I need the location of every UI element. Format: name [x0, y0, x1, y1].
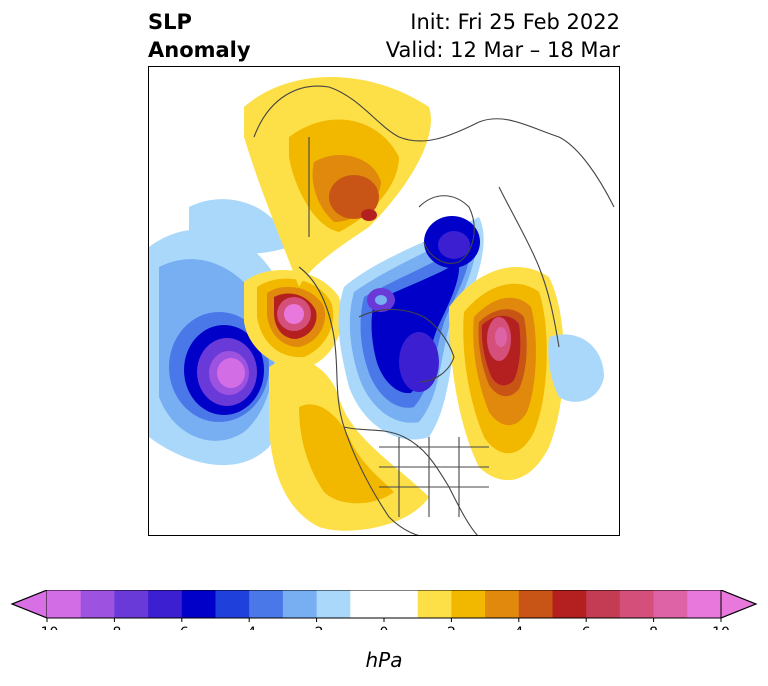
- colorbar-swatches: [10, 590, 758, 619]
- colorbar-tick-label: -6: [175, 625, 189, 630]
- colorbar-tick-label: -8: [107, 625, 121, 630]
- colorbar-swatch: [653, 590, 688, 618]
- atlantic-high-anomaly: [449, 267, 564, 481]
- colorbar-underflow-arrow: [10, 590, 48, 619]
- colorbar-swatch: [148, 590, 183, 618]
- coastlines: [253, 85, 615, 535]
- north-america-high-anomaly: [269, 358, 429, 531]
- colorbar-tick-label: 4: [514, 625, 523, 630]
- colorbar-swatch: [80, 590, 115, 618]
- colorbar-swatch: [687, 590, 722, 618]
- colorbar-swatch: [552, 590, 587, 618]
- colorbar-swatch: [114, 590, 149, 618]
- east-asia-low-anomaly: [548, 334, 604, 402]
- colorbar: -10 -8 -6 -4 -2 0 2 4 6 8 10: [10, 590, 758, 630]
- arctic-high-anomaly: [244, 77, 431, 287]
- colorbar-tick-label: 0: [380, 625, 389, 630]
- alaska-high-anomaly: [244, 270, 343, 368]
- colorbar-ticks: -10 -8 -6 -4 -2 0 2 4 6 8 10: [36, 618, 730, 630]
- colorbar-unit-label: hPa: [365, 648, 403, 672]
- colorbar-swatch: [215, 590, 250, 618]
- colorbar-swatch: [282, 590, 318, 618]
- colorbar-swatch: [384, 590, 419, 618]
- colorbar-tick-label: 8: [649, 625, 658, 630]
- colorbar-swatch: [181, 590, 216, 618]
- colorbar-swatch: [518, 590, 553, 618]
- chart-title: SLP Anomaly: [148, 8, 251, 64]
- valid-range-label: Valid: 12 Mar – 18 Mar: [385, 38, 620, 62]
- colorbar-swatch: [417, 590, 452, 618]
- colorbar-swatch: [485, 590, 520, 618]
- anomaly-map: [149, 77, 615, 535]
- canada-low-anomaly: [338, 216, 484, 440]
- colorbar-swatch: [619, 590, 655, 618]
- colorbar-swatch: [316, 590, 351, 618]
- colorbar-tick-label: -4: [242, 625, 256, 630]
- colorbar-swatch: [249, 590, 284, 618]
- variable-label: SLP: [148, 10, 192, 34]
- colorbar-swatch: [586, 590, 621, 618]
- colorbar-tick-label: 6: [582, 625, 591, 630]
- colorbar-tick-label: 2: [447, 625, 456, 630]
- date-info: Init: Fri 25 Feb 2022 Valid: 12 Mar – 18…: [386, 8, 620, 64]
- colorbar-tick-label: 10: [712, 625, 730, 630]
- colorbar-swatch: [47, 590, 82, 618]
- aleutian-weak-low: [189, 199, 289, 254]
- colorbar-tick-label: -2: [310, 625, 324, 630]
- map-panel: [148, 66, 620, 536]
- colorbar-swatch: [350, 590, 385, 618]
- init-date-label: Init: Fri 25 Feb 2022: [410, 10, 620, 34]
- colorbar-swatch: [451, 590, 486, 618]
- colorbar-overflow-arrow: [720, 590, 758, 619]
- variable-label-line2: Anomaly: [148, 38, 251, 62]
- colorbar-tick-label: -10: [36, 625, 59, 630]
